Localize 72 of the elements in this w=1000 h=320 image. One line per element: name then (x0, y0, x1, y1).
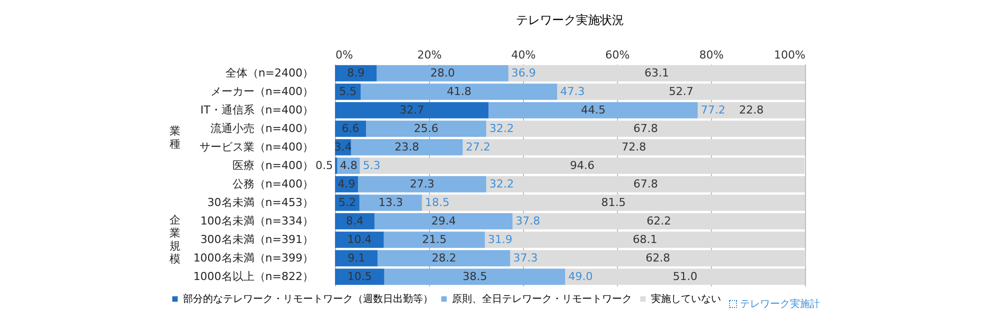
y-tick-label: 30名未満（n=453） (207, 196, 314, 209)
data-label: 27.3 (410, 177, 434, 190)
annotation: 37.3 (513, 251, 538, 264)
legend-label: 実施していない (651, 293, 721, 305)
x-tick-label: 40% (511, 48, 536, 62)
legend-label: 原則、全日テレワーク・リモートワーク (452, 293, 632, 305)
y-tick-label: 1000名以上（n=822） (193, 270, 314, 283)
annotation: 32.2 (489, 177, 514, 190)
y-tick-label: メーカー（n=400） (210, 84, 314, 98)
data-label: 4.9 (338, 177, 356, 190)
data-label: 8.9 (347, 66, 365, 80)
data-label: 63.1 (644, 66, 669, 80)
data-label: 32.7 (400, 103, 424, 116)
chart-title: テレワーク実施状況 (516, 13, 624, 27)
data-label: 25.6 (414, 122, 438, 135)
data-label: 62.2 (646, 214, 672, 228)
y-tick-label: 医療（n=400） (232, 158, 314, 172)
y-tick-label: 1000名未満（n=399） (193, 251, 314, 264)
annotation: 37.8 (516, 214, 540, 228)
data-label: 4.8 (340, 158, 358, 172)
x-tick-label: 80% (699, 48, 724, 62)
data-label: 8.4 (346, 214, 364, 228)
data-label: 41.8 (446, 84, 472, 98)
data-label: 0.5 (316, 158, 333, 172)
data-label: 21.5 (422, 232, 447, 246)
y-tick-label: IT・通信系（n=400） (200, 103, 314, 116)
x-tick-label: 0% (336, 48, 353, 62)
x-tick-label: 100% (774, 48, 806, 62)
annotation: 32.2 (489, 122, 514, 135)
data-label: 68.1 (632, 232, 658, 246)
annotation: 5.3 (362, 158, 380, 172)
data-label: 38.5 (462, 270, 488, 283)
data-label: 28.2 (432, 251, 456, 264)
y-tick-label: 100名未満（n=334） (200, 214, 314, 228)
y-tick-label: 流通小売（n=400） (210, 122, 314, 135)
data-label: 28.0 (430, 66, 455, 80)
annotation: 31.9 (488, 232, 512, 246)
data-label: 51.0 (672, 270, 698, 283)
data-label: 10.5 (347, 270, 372, 283)
text: 業種 (170, 124, 180, 150)
data-label: 5.2 (338, 196, 356, 209)
y-tick-label: サービス業（n=400） (199, 140, 314, 154)
data-label: 44.5 (581, 103, 606, 116)
annotation: 77.2 (700, 103, 726, 116)
data-label: 94.6 (570, 158, 594, 172)
annotation: 18.5 (424, 196, 450, 209)
data-label: 13.3 (378, 196, 403, 209)
x-tick-label: 20% (417, 48, 442, 62)
y-tick-label: 300名未満（n=391） (200, 232, 314, 246)
data-label: 62.8 (646, 251, 670, 264)
data-label: 22.8 (739, 103, 764, 116)
data-label: 6.6 (342, 122, 360, 135)
data-label: 52.7 (668, 84, 694, 98)
data-label: 81.5 (601, 196, 626, 209)
annotation: 47.3 (560, 84, 585, 98)
annotation: 49.0 (568, 270, 593, 283)
data-label: 67.8 (633, 177, 658, 190)
data-label: 29.4 (431, 214, 456, 228)
text: 企業規模 (170, 213, 180, 266)
data-label: 5.5 (339, 84, 357, 98)
annotation: 36.9 (511, 66, 536, 80)
data-label: 10.4 (347, 232, 372, 246)
data-label: 67.8 (633, 122, 658, 135)
legend-label: 部分的なテレワーク・リモートワーク（週数日出勤等） (183, 293, 433, 305)
data-label: 9.1 (348, 251, 366, 264)
data-label: 23.8 (394, 140, 420, 154)
y-tick-label: 公務（n=400） (232, 177, 314, 190)
data-label: 72.8 (622, 140, 646, 154)
y-tick-label: 全体（n=2400） (225, 66, 314, 80)
text: テレワーク実施計 (740, 298, 820, 311)
annotation: 27.2 (466, 140, 490, 154)
x-tick-label: 60% (605, 48, 630, 62)
